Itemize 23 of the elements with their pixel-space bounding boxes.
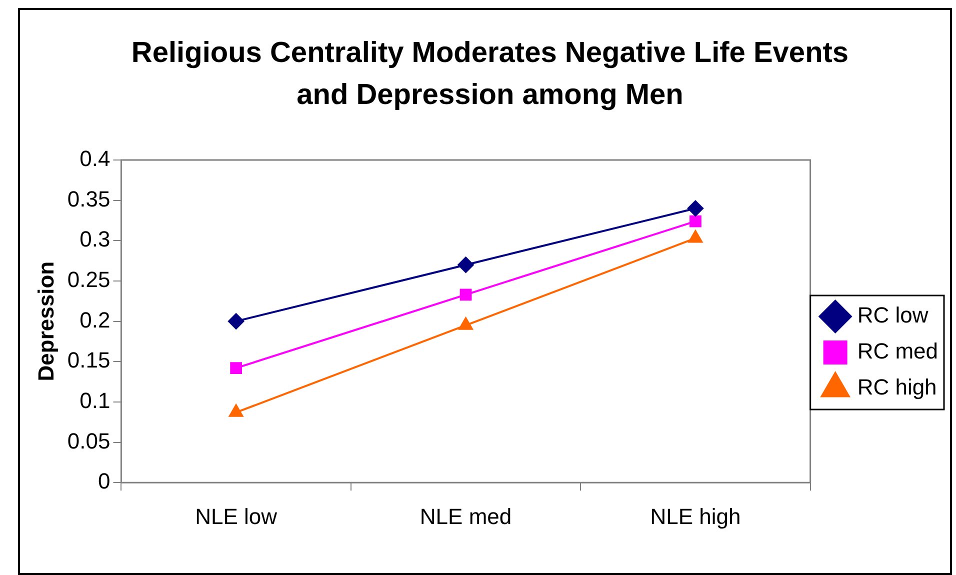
point: [460, 288, 472, 301]
point: [690, 215, 702, 228]
x-tick-label: NLE high: [650, 504, 741, 529]
y-tick-label: 0.1: [80, 388, 110, 414]
point: [687, 200, 704, 216]
y-tick-label: 0: [98, 468, 110, 494]
y-tick-label: 0.3: [80, 226, 110, 252]
point: [458, 256, 474, 273]
y-axis-title: Depression: [33, 261, 58, 382]
y-tick-label: 0.4: [80, 146, 110, 172]
x-tick-label: NLE med: [420, 504, 512, 529]
y-tick-label: 0.05: [67, 428, 110, 454]
legend-label: RC med: [857, 338, 938, 364]
y-tick-label: 0.15: [67, 348, 110, 373]
chart-title: Religious Centrality Moderates Negative Life Events and Depression among Men: [130, 36, 850, 113]
y-tick-label: 0.2: [80, 307, 110, 332]
x-tick-label: NLE low: [195, 504, 278, 529]
legend-label: RC high: [857, 374, 937, 400]
legend-label: RC low: [857, 302, 928, 328]
y-tick-label: 0.35: [67, 186, 110, 212]
point: [230, 362, 242, 374]
y-tick-label: 0.25: [67, 267, 110, 292]
point: [228, 313, 244, 330]
